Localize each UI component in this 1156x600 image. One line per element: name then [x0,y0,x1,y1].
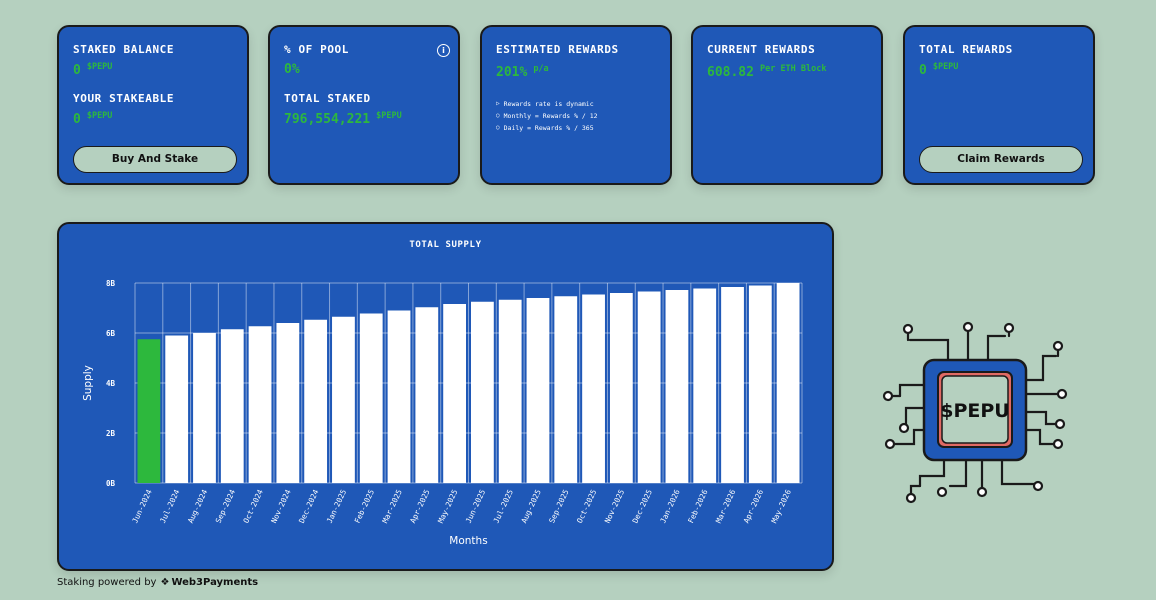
bar-aug-2024 [193,333,216,483]
total-rewards-label: TOTAL REWARDS [919,43,1013,56]
x-tick-label: May-2025 [436,488,459,525]
y-tick-label: 4B [106,379,116,388]
x-tick-label: Dec-2024 [297,488,321,525]
bar-jan-2026 [665,290,689,483]
current-rewards-card: CURRENT REWARDS 608.82 Per ETH Block [691,25,883,185]
logo-text: $PEPU [940,400,1009,422]
current-rewards-label: CURRENT REWARDS [707,43,816,56]
y-tick-label: 2B [106,429,116,438]
x-tick-label: Jan-2026 [658,488,682,525]
total-supply-chart: TOTAL SUPPLY 0B 2B 4B 6B 8B Jun-2024 Jul-2024 A… [57,222,834,571]
x-tick-label: Apr-2025 [408,488,431,525]
x-axis-title: Months [449,535,487,547]
triangle-bullet-icon: ▷ [496,100,500,107]
x-tick-label: Jan-2025 [325,488,348,525]
y-tick-label: 0B [106,479,116,488]
note-item: ▷ Rewards rate is dynamic [496,100,594,108]
bar-aug-2025 [526,298,550,483]
x-tick-label: May-2026 [769,488,793,525]
staked-balance-card: STAKED BALANCE 0 $PEPU YOUR STAKEABLE 0 $P… [57,25,249,185]
x-tick-label: Mar-2025 [380,488,403,525]
claim-rewards-button[interactable]: Claim Rewards [919,146,1083,173]
footer-brand-link[interactable]: ❖ Web3Payments [160,577,259,588]
bar-sep-2025 [554,296,578,483]
x-tick-label: Aug-2025 [519,488,542,525]
buy-and-stake-button[interactable]: Buy And Stake [73,146,237,173]
pool-percent-label: % OF POOL [284,43,350,56]
y-tick-label: 8B [106,279,116,288]
bar-feb-2025 [359,313,383,483]
staked-balance-value: 0 $PEPU [73,62,113,78]
bar-nov-2024 [276,323,300,483]
bar-may-2025 [443,304,466,483]
x-tick-label: Jul-2024 [158,488,182,525]
note-item: ○ Monthly = Rewards % / 12 [496,112,598,120]
rewards-notes: ▷ Rewards rate is dynamic ○ Monthly = Rewa… [496,98,598,134]
bar-apr-2025 [415,307,439,483]
bar-jul-2024 [165,335,189,483]
total-staked-value: 796,554,221 $PEPU [284,111,402,127]
staked-balance-unit: $PEPU [86,62,113,72]
y-axis-title: Supply [82,365,94,401]
estimated-rewards-unit: p/a [533,64,549,74]
x-tick-label: Nov-2025 [603,488,626,525]
circle-bullet-icon: ○ [496,112,500,119]
stakeable-unit: $PEPU [86,111,113,121]
bar-nov-2025 [609,293,633,483]
bar-jun-2025 [471,301,494,483]
x-tick-label: Jun-2025 [464,488,487,525]
bar-sep-2024 [220,329,244,483]
x-tick-label: Jul-2025 [492,488,515,525]
estimated-rewards-value: 201% p/a [496,64,549,80]
stakeable-label: YOUR STAKEABLE [73,92,175,105]
bar-oct-2024 [248,326,272,483]
bar-jul-2025 [498,299,522,483]
footer: Staking powered by ❖ Web3Payments [57,577,258,588]
x-tick-label: Mar-2026 [714,488,738,525]
stakeable-value: 0 $PEPU [73,111,113,127]
total-staked-label: TOTAL STAKED [284,92,371,105]
pool-card: % OF POOL i 0% TOTAL STAKED 796,554,221 $… [268,25,460,185]
chart-title: TOTAL SUPPLY [409,240,482,250]
bar-jan-2025 [332,316,355,483]
bar-apr-2026 [748,285,772,483]
footer-prefix: Staking powered by [57,577,157,588]
info-icon[interactable]: i [437,44,450,57]
bar-mar-2026 [721,287,744,483]
x-tick-label: Sep-2024 [214,488,238,525]
total-rewards-card: TOTAL REWARDS 0 $PEPU Claim Rewards [903,25,1095,185]
x-tick-label: Dec-2025 [631,488,654,525]
bar-feb-2026 [693,288,717,483]
y-tick-label: 6B [106,329,116,338]
bar-dec-2024 [304,319,328,483]
paw-icon: ❖ [160,577,170,588]
bar-jun-2024 [137,339,161,483]
current-rewards-value: 608.82 Per ETH Block [707,64,827,80]
total-rewards-unit: $PEPU [932,62,959,72]
x-tick-label: Oct-2024 [241,488,265,525]
x-tick-label: Sep-2025 [547,488,570,525]
bar-may-2026 [776,283,800,483]
total-rewards-value: 0 $PEPU [919,62,959,78]
circle-bullet-icon: ○ [496,124,500,131]
x-tick-label: Nov-2024 [269,488,293,525]
pool-percent-value: 0% [284,62,300,77]
pepu-chip-logo: $PEPU [882,321,1068,504]
bar-oct-2025 [582,294,605,483]
bar-mar-2025 [387,310,411,483]
total-staked-unit: $PEPU [376,111,402,121]
x-tick-label: Jun-2024 [130,488,154,525]
x-tick-label: Apr-2026 [742,488,766,525]
x-tick-label: Oct-2025 [575,488,598,525]
note-item: ○ Daily = Rewards % / 365 [496,124,594,132]
estimated-rewards-card: ESTIMATED REWARDS 201% p/a ▷ Rewards rate … [480,25,672,185]
x-tick-label: Feb-2025 [353,488,376,525]
x-tick-label: Aug-2024 [186,488,210,525]
current-rewards-unit: Per ETH Block [759,64,827,74]
staked-balance-label: STAKED BALANCE [73,43,175,56]
estimated-rewards-label: ESTIMATED REWARDS [496,43,619,56]
x-tick-label: Feb-2026 [686,488,710,525]
bar-dec-2025 [637,291,661,483]
